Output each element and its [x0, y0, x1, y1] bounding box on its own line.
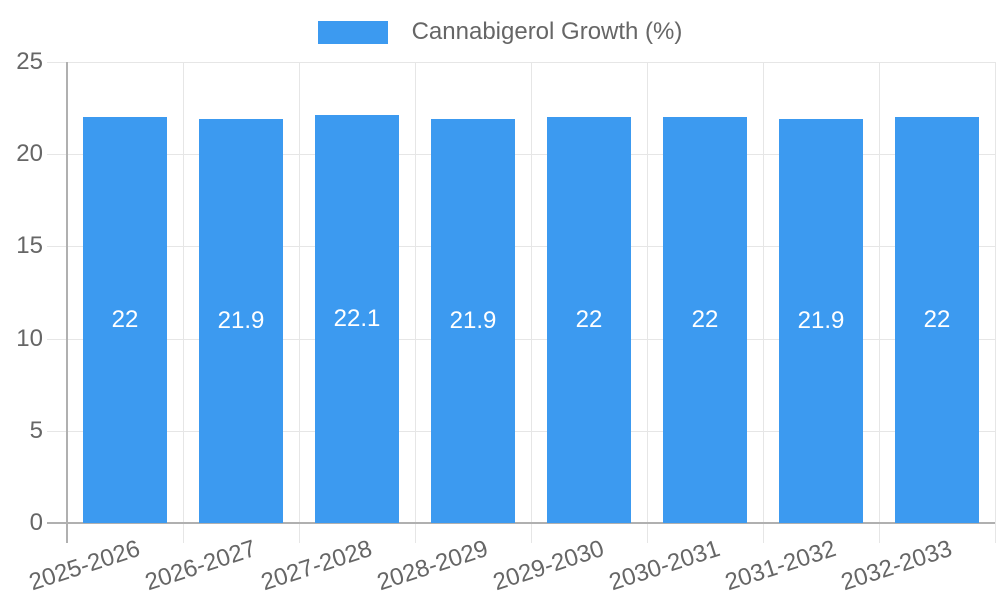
- bar-value-label: 21.9: [449, 307, 497, 334]
- y-gridline: [47, 431, 995, 432]
- x-gridline: [995, 62, 996, 543]
- y-axis-line: [66, 62, 68, 543]
- y-gridline: [47, 339, 995, 340]
- bar[interactable]: [547, 117, 631, 523]
- y-axis-tick-label: 10: [16, 325, 43, 352]
- bar-value-label: 21.9: [797, 307, 845, 334]
- y-gridline: [47, 154, 995, 155]
- x-gridline: [647, 62, 648, 543]
- bar[interactable]: [315, 115, 399, 523]
- bar[interactable]: [779, 119, 863, 523]
- y-axis-tick-label: 15: [16, 232, 43, 259]
- y-axis-tick-label: 20: [16, 140, 43, 167]
- bar-value-label: 21.9: [217, 307, 265, 334]
- bar[interactable]: [895, 117, 979, 523]
- bar-value-label: 22: [575, 306, 603, 333]
- x-gridline: [415, 62, 416, 543]
- y-gridline: [47, 246, 995, 247]
- legend-swatch: [317, 20, 388, 44]
- bar[interactable]: [431, 119, 515, 523]
- y-axis-tick-label: 25: [16, 48, 43, 75]
- chart-legend[interactable]: Cannabigerol Growth (%): [0, 16, 1000, 48]
- x-gridline: [183, 62, 184, 543]
- y-axis-tick-label: 5: [29, 417, 43, 444]
- bar-value-label: 22: [691, 306, 719, 333]
- x-gridline: [879, 62, 880, 543]
- bar-value-label: 22: [111, 306, 139, 333]
- bar[interactable]: [83, 117, 167, 523]
- y-gridline: [47, 62, 995, 63]
- x-axis-line: [47, 522, 995, 524]
- bar-value-label: 22: [923, 306, 951, 333]
- legend-label: Cannabigerol Growth (%): [411, 18, 683, 45]
- bar[interactable]: [663, 117, 747, 523]
- y-axis-tick-label: 0: [29, 509, 43, 536]
- x-gridline: [763, 62, 764, 543]
- bar-value-label: 22.1: [333, 305, 381, 332]
- bar[interactable]: [199, 119, 283, 523]
- x-gridline: [299, 62, 300, 543]
- x-gridline: [531, 62, 532, 543]
